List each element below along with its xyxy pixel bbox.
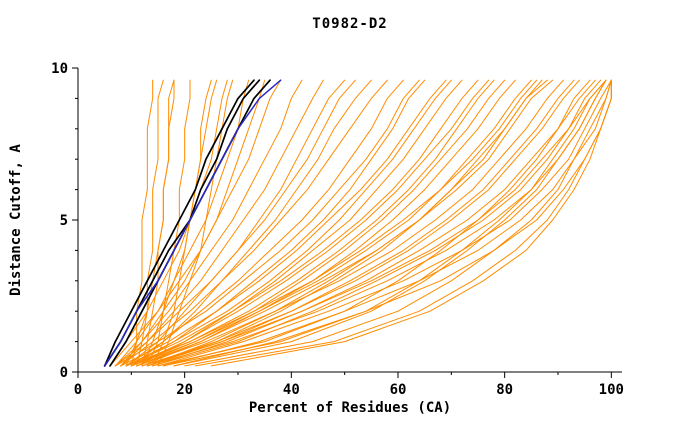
orange-curve [125,79,538,367]
orange-curve [120,79,388,367]
orange-curve [125,79,452,367]
x-axis-label: Percent of Residues (CA) [248,400,452,416]
orange-curve [136,79,554,367]
orange-curve [125,79,175,367]
orange-curve [114,79,356,367]
x-tick-label: 0 [74,382,82,398]
x-tick-label: 20 [176,382,193,398]
orange-curve [157,79,596,367]
orange-curve [114,79,303,367]
orange-curve [152,79,607,367]
y-tick-label: 0 [60,365,68,381]
y-tick-label: 10 [51,61,68,77]
orange-curve [146,79,607,367]
x-tick-label: 60 [390,382,407,398]
orange-curve [162,79,612,367]
orange-curve [114,79,420,367]
orange-curve [152,79,591,367]
chart-title: T0982-D2 [312,16,388,32]
x-tick-label: 100 [599,382,624,398]
black-curve [109,79,271,367]
orange-curve [120,79,447,367]
x-tick-label: 80 [496,382,513,398]
orange-curve [184,79,612,367]
y-tick-label: 5 [60,213,68,229]
orange-curve [125,79,346,367]
orange-curve [136,79,463,367]
orange-curve [114,79,250,367]
orange-curve [125,79,404,367]
orange-curve [136,79,506,367]
orange-curve [130,79,532,367]
orange-curve [146,79,575,367]
blue-curve [103,79,282,367]
orange-curve [157,79,612,367]
orange-curve [120,79,324,367]
orange-curve [210,79,612,367]
orange-curve [162,79,607,367]
orange-curve [130,79,372,367]
orange-curve [109,79,282,367]
orange-curve [130,79,490,367]
orange-curve [141,79,580,367]
orange-curve [173,79,607,367]
orange-curve [130,79,495,367]
orange-curve [141,79,516,367]
orange-curve [125,79,479,367]
orange-curve [136,79,564,367]
x-tick-label: 40 [283,382,300,398]
orange-curve [130,79,426,367]
black-curve [103,79,255,367]
orange-curve [136,79,164,367]
